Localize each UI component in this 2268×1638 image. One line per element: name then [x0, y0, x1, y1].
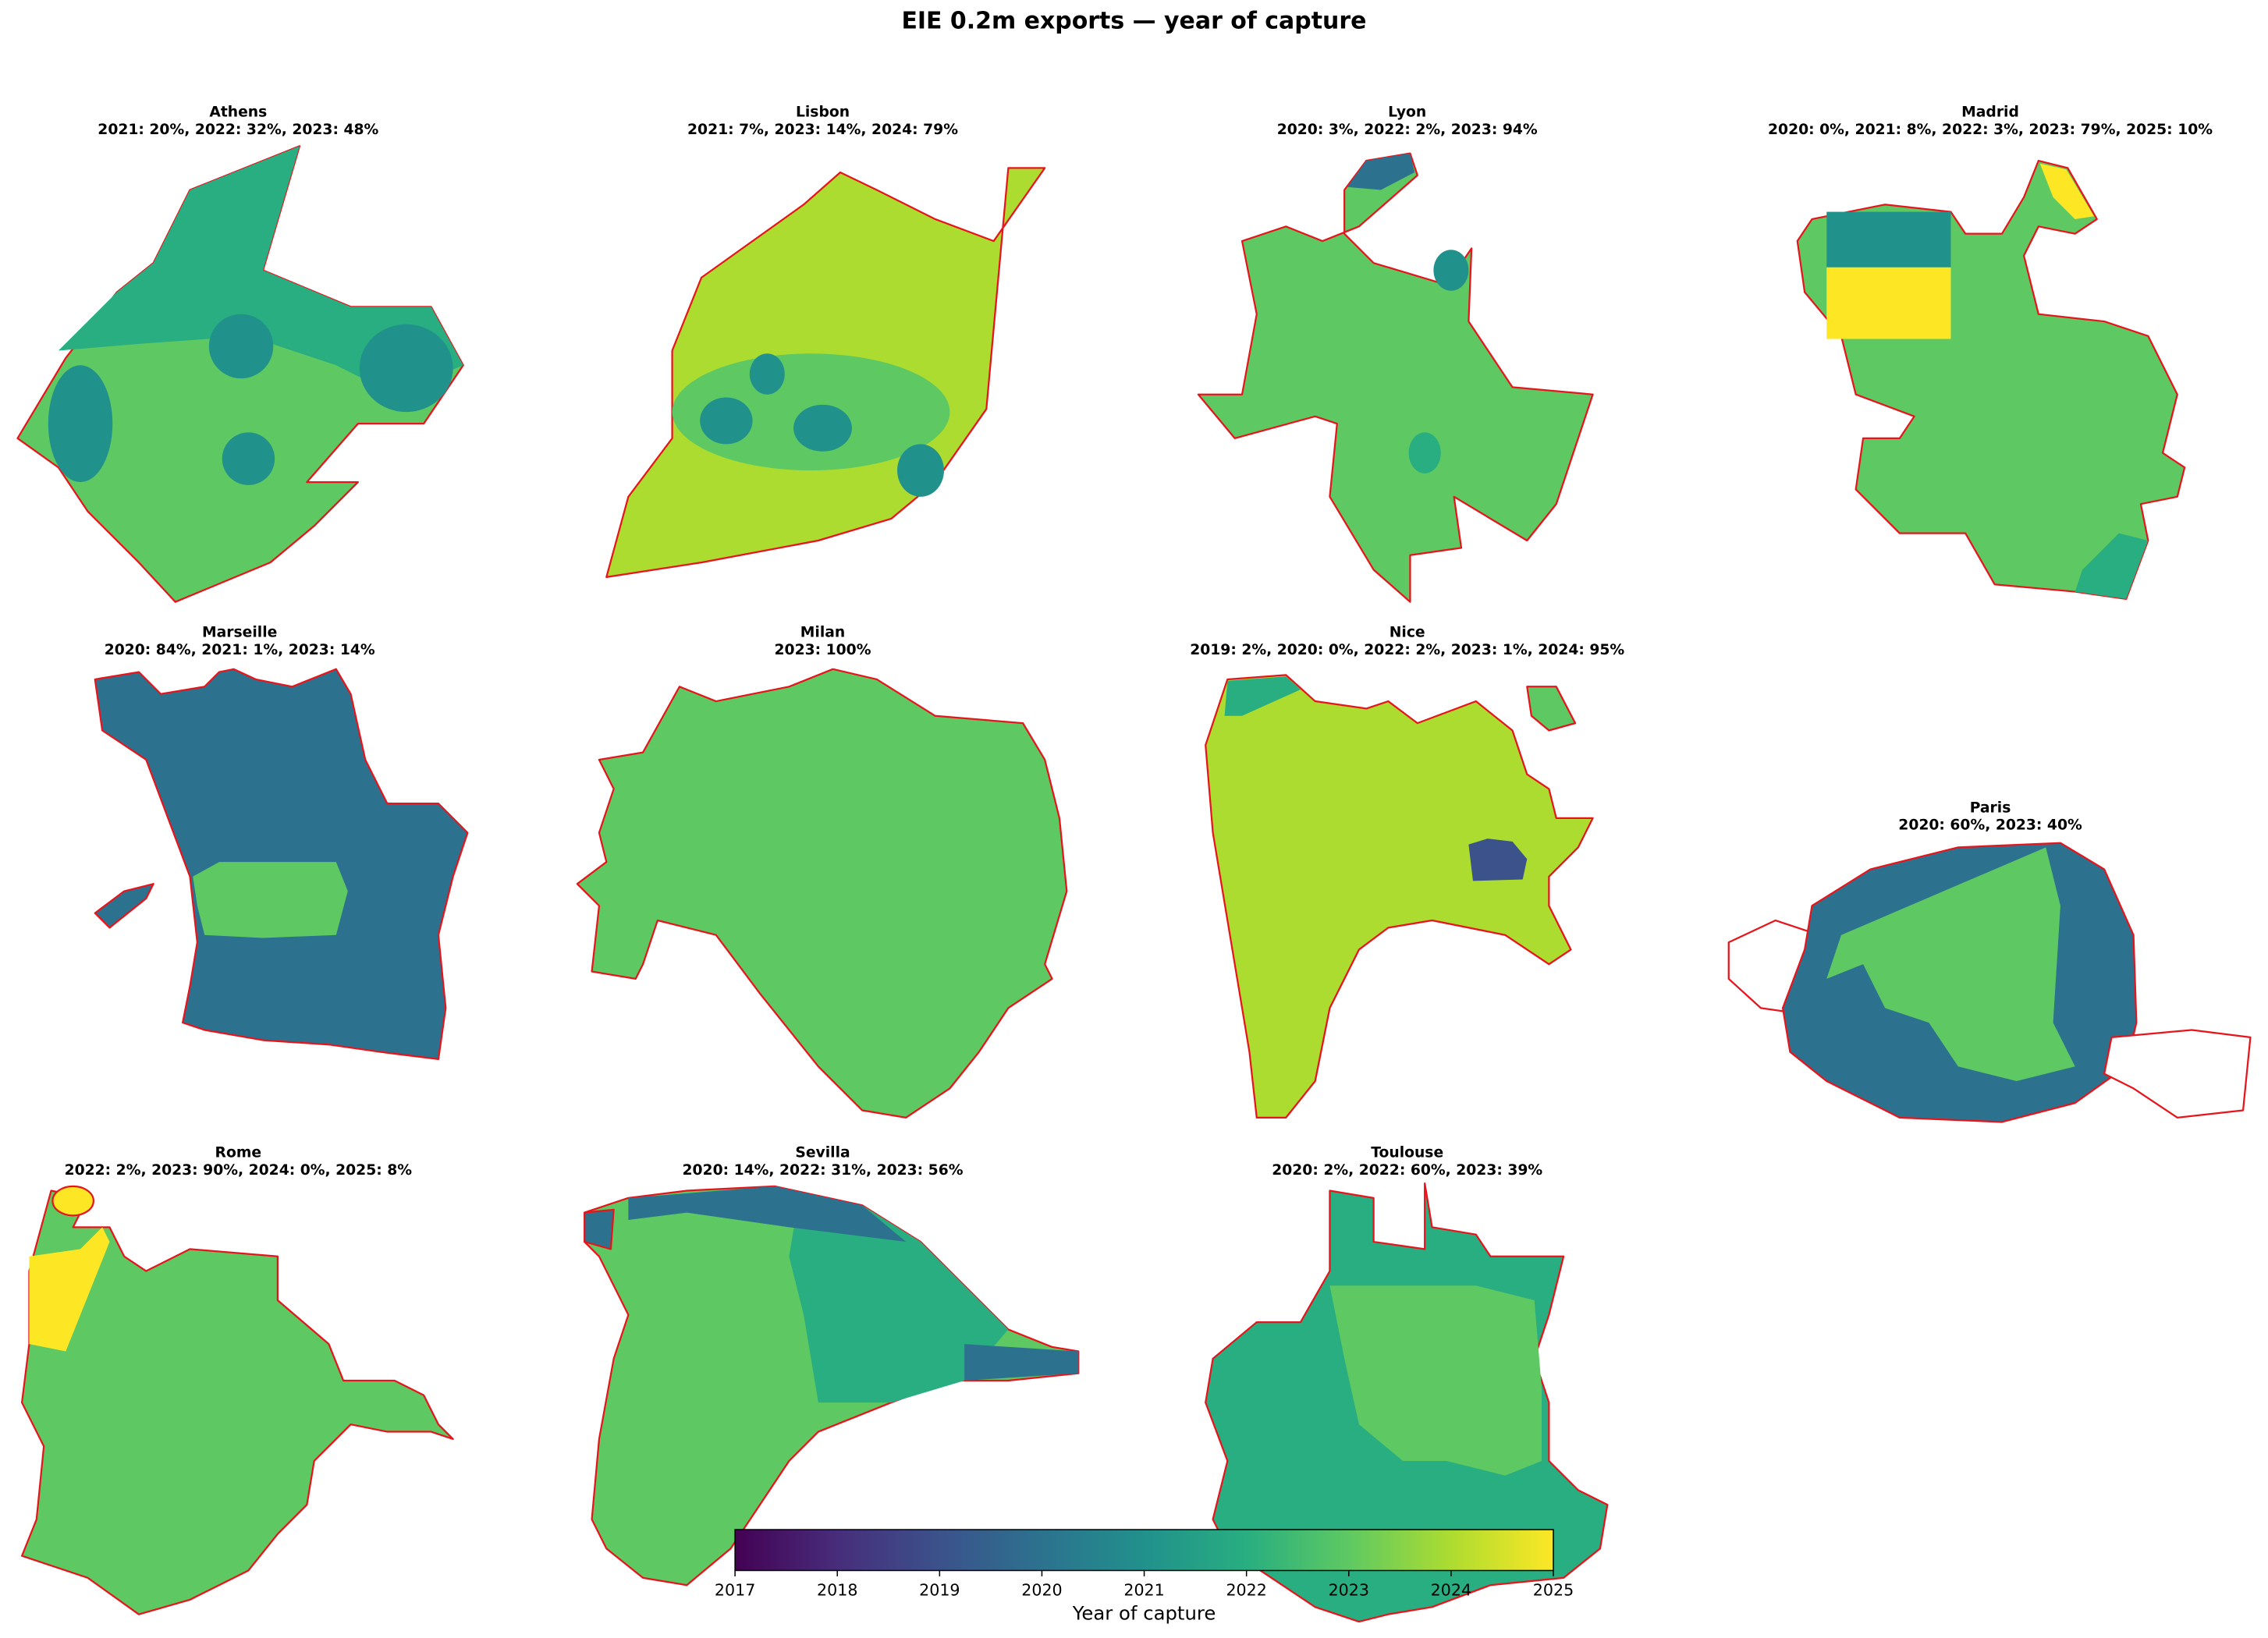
panel-title: Nice [1390, 625, 1425, 641]
map-athens [16, 145, 464, 603]
panel-title: Athens [209, 105, 267, 121]
figure-title: EIE 0.2m exports — year of capture [901, 8, 1366, 35]
colorbar-tick-label: 2025 [1533, 1581, 1574, 1600]
panel-subtitle: 2020: 0%, 2021: 8%, 2022: 3%, 2023: 79%,… [1768, 122, 2213, 138]
map-sevilla [584, 1185, 1080, 1587]
colorbar-tick-label: 2023 [1329, 1581, 1369, 1600]
panel-subtitle: 2020: 84%, 2021: 1%, 2023: 14% [105, 642, 375, 658]
map-paris [1727, 842, 2252, 1123]
colorbar-tick-label: 2022 [1226, 1581, 1266, 1600]
panel-subtitle: 2020: 2%, 2022: 60%, 2023: 39% [1272, 1162, 1542, 1179]
panel-subtitle: 2020: 3%, 2022: 2%, 2023: 94% [1277, 122, 1538, 138]
panel-subtitle: 2020: 60%, 2023: 40% [1898, 817, 2082, 834]
map-nice [1205, 674, 1594, 1119]
panel-title: Paris [1970, 800, 2011, 816]
panel-title: Lisbon [796, 105, 850, 121]
panel-subtitle: 2019: 2%, 2020: 0%, 2022: 2%, 2023: 1%, … [1190, 642, 1624, 658]
colorbar-tick-label: 2021 [1123, 1581, 1164, 1600]
panel-title: Marseille [202, 625, 277, 641]
colorbar-tick-label: 2019 [919, 1581, 960, 1600]
map-marseille [94, 668, 469, 1061]
colorbar-tick-label: 2017 [715, 1581, 755, 1600]
map-milan [576, 668, 1068, 1119]
panel-title: Toulouse [1371, 1144, 1443, 1161]
panel-subtitle: 2022: 2%, 2023: 90%, 2024: 0%, 2025: 8% [65, 1162, 413, 1179]
panel-title: Rome [215, 1144, 261, 1161]
panel-subtitle: 2023: 100% [775, 642, 871, 658]
map-lisbon [605, 167, 1046, 578]
map-toulouse [1205, 1182, 1609, 1623]
panel-subtitle: 2021: 20%, 2022: 32%, 2023: 48% [98, 122, 378, 138]
colorbar-tick-label: 2020 [1021, 1581, 1062, 1600]
map-madrid [1796, 159, 2186, 601]
colorbar-gradient [734, 1529, 1554, 1572]
map-lyon [1197, 152, 1594, 603]
panel-subtitle: 2021: 7%, 2023: 14%, 2024: 79% [687, 122, 958, 138]
panel-title: Sevilla [795, 1144, 850, 1161]
panel-title: Milan [800, 625, 845, 641]
panel-title: Lyon [1388, 105, 1426, 121]
colorbar-tick-label: 2018 [817, 1581, 857, 1600]
panel-subtitle: 2020: 14%, 2022: 31%, 2023: 56% [683, 1162, 964, 1179]
panel-title: Madrid [1961, 105, 2019, 121]
colorbar: Year of capture 2017 2018 2019 2020 2021 2022… [715, 1529, 1574, 1625]
colorbar-label: Year of capture [1072, 1602, 1216, 1625]
colorbar-tick-label: 2024 [1431, 1581, 1471, 1600]
canvas: EIE 0.2m exports — year of capture [16, 8, 2252, 1625]
map-rome [20, 1185, 454, 1615]
